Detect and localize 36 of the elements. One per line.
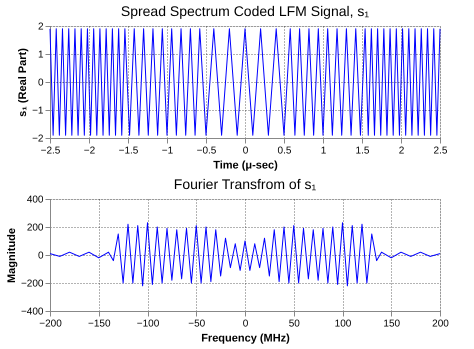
x-tick-label: −2 (84, 146, 96, 156)
x-tick-label: 1 (320, 146, 327, 156)
y-tick-label: 200 (26, 222, 44, 234)
x-tick-label: 50 (288, 318, 300, 330)
y-tick-label: 2 (38, 22, 44, 32)
x-tick-label: −150 (88, 318, 111, 330)
x-tick-label: −1.5 (118, 146, 139, 156)
x-tick-label: 2 (398, 146, 405, 156)
x-tick-label: −1 (162, 146, 174, 156)
y-tick-label: −400 (20, 306, 44, 318)
x-tick-label: 100 (334, 318, 352, 330)
x-tick-label: 0 (242, 146, 249, 156)
x-tick-label: 150 (383, 318, 401, 330)
x-tick-label: 0.5 (278, 146, 292, 156)
line-series (50, 222, 440, 286)
y-tick-label: −2 (32, 134, 44, 144)
chart-title: Spread Spectrum Coded LFM Signal, s₁ (120, 3, 370, 19)
x-tick-label: −50 (188, 318, 206, 330)
x-tick-label: 2.5 (434, 146, 448, 156)
x-tick-label: −100 (136, 318, 160, 330)
y-tick-label: 1 (38, 50, 44, 60)
x-tick-label: −2.5 (40, 146, 61, 156)
x-tick-label: −0.5 (196, 146, 217, 156)
x-axis-title: Frequency (MHz) (201, 332, 290, 344)
chart-title: Fourier Transfrom of s₁ (174, 176, 316, 192)
x-tick-label: 200 (432, 318, 450, 330)
y-axis-title: Magnitude (6, 228, 18, 283)
x-tick-label: 0 (242, 318, 249, 330)
y-tick-label: 0 (38, 250, 44, 262)
y-tick-label: 0 (38, 78, 44, 88)
x-axis-title: Time (μ-sec) (213, 160, 278, 172)
y-axis-title: s₁ (Real Part) (17, 48, 30, 117)
y-tick-label: −1 (32, 106, 44, 116)
y-tick-label: −200 (20, 278, 44, 290)
x-tick-label: 1.5 (356, 146, 370, 156)
y-tick-label: 400 (26, 194, 44, 206)
